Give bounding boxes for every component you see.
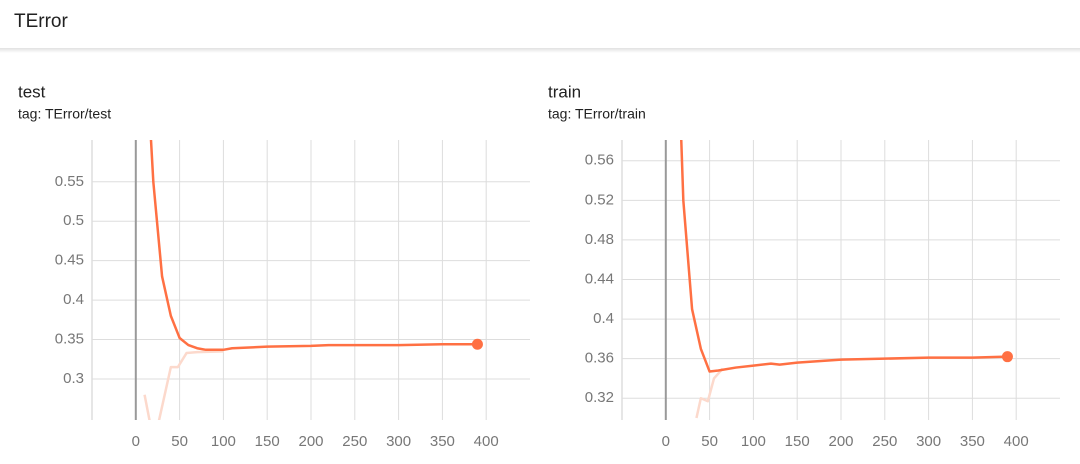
x-tick-label: 300 [386, 433, 411, 450]
y-tick-label: 0.56 [585, 152, 614, 169]
x-tick-label: 250 [342, 433, 367, 450]
x-tick-label: 100 [741, 433, 766, 450]
x-tick-label: 200 [828, 433, 853, 450]
last-point [1001, 351, 1013, 363]
chart-title: test [18, 82, 46, 101]
header-shadow [0, 48, 1080, 53]
x-tick-label: 50 [701, 433, 718, 450]
x-tick-label: 150 [255, 433, 280, 450]
x-tick-label: 400 [1004, 433, 1029, 450]
y-tick-label: 0.48 [585, 231, 614, 248]
x-tick-label: 0 [662, 433, 670, 450]
y-tick-label: 0.35 [55, 331, 84, 348]
y-tick-label: 0.32 [585, 389, 614, 406]
y-tick-label: 0.3 [63, 370, 84, 387]
series-line [695, 367, 724, 419]
y-tick-label: 0.36 [585, 350, 614, 367]
chart-title: train [548, 82, 581, 101]
x-tick-label: 150 [785, 433, 810, 450]
chart-subtitle: tag: TError/train [548, 106, 646, 122]
header-bar [0, 0, 1080, 48]
chart-subtitle: tag: TError/test [18, 106, 111, 122]
y-tick-label: 0.45 [55, 252, 84, 269]
y-tick-label: 0.4 [593, 310, 614, 327]
plot [680, 140, 1008, 419]
x-tick-label: 300 [916, 433, 941, 450]
x-tick-label: 350 [430, 433, 455, 450]
x-tick-label: 200 [298, 433, 323, 450]
y-tick-label: 0.52 [585, 191, 614, 208]
x-tick-label: 250 [872, 433, 897, 450]
x-tick-label: 100 [211, 433, 236, 450]
x-tick-label: 350 [960, 433, 985, 450]
x-tick-label: 50 [171, 433, 188, 450]
y-tick-label: 0.5 [63, 212, 84, 229]
series-line [149, 140, 478, 352]
x-tick-label: 0 [132, 433, 140, 450]
page-title: TError [14, 11, 69, 32]
y-tick-label: 0.4 [63, 291, 84, 308]
x-tick-label: 400 [474, 433, 499, 450]
series-line [680, 140, 1008, 373]
plot [143, 140, 478, 420]
y-tick-label: 0.44 [585, 270, 614, 287]
y-tick-label: 0.55 [55, 173, 84, 190]
series-line [143, 350, 224, 420]
last-point [471, 338, 483, 350]
